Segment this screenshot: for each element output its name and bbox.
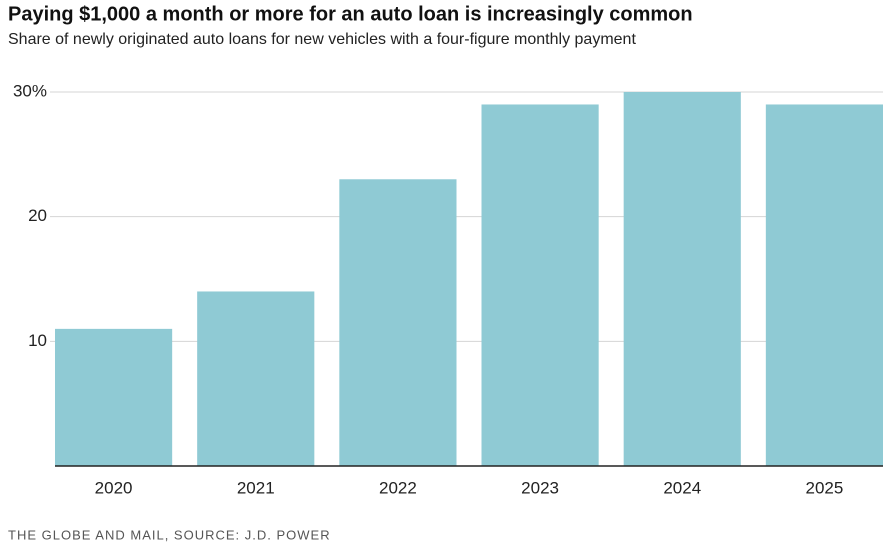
source: THE GLOBE AND MAIL, SOURCE: J.D. POWER: [8, 527, 331, 542]
x-tick-label: 2023: [521, 478, 559, 497]
y-tick-label: 30%: [13, 81, 47, 100]
x-tick-label: 2021: [237, 478, 275, 497]
y-tick-label: 10: [28, 331, 47, 350]
x-tick-label: 2020: [95, 478, 133, 497]
bar: [481, 104, 599, 466]
y-tick-label: 20: [28, 206, 47, 225]
bar: [339, 179, 457, 466]
x-tick-label: 2022: [379, 478, 417, 497]
x-tick-label: 2024: [663, 478, 701, 497]
chart-subtitle: Share of newly originated auto loans for…: [8, 31, 636, 48]
x-tick-label: 2025: [806, 478, 844, 497]
bar: [197, 291, 315, 466]
chart-title: Paying $1,000 a month or more for an aut…: [8, 3, 693, 25]
bar: [765, 104, 883, 466]
bar: [55, 328, 173, 466]
bar: [623, 92, 741, 466]
